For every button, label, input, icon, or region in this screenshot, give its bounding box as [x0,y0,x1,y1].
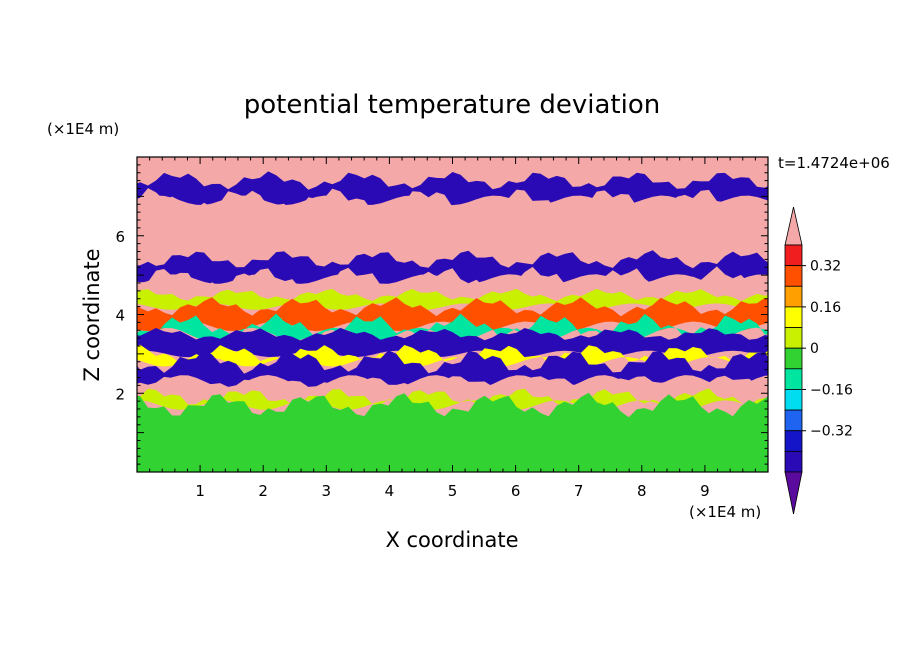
x-units-label: (×1E4 m) [689,503,761,521]
contour-band [137,266,768,302]
contour-band [137,188,768,231]
colorbar-segment [784,368,803,390]
colorbar-segment [784,327,803,349]
x-tick-label: 9 [700,482,710,500]
colorbar-tick-label: 0.32 [810,259,841,275]
colorbar-tick-label: −0.32 [810,424,853,440]
colorbar-segment [784,306,803,328]
colorbar-max-arrow [784,206,803,246]
contour-band [137,297,768,332]
colorbar-segment [784,265,803,287]
y-tick-label: 2 [115,385,125,403]
x-axis: 1 2 3 4 5 6 7 8 9 [136,157,769,500]
contour-band [137,392,768,472]
contour-band [137,327,768,358]
colorbar-tick-label: 0 [810,341,819,357]
colorbar-segment [784,285,803,308]
colorbar: 0.32 0.16 0 −0.16 −0.32 [784,206,853,515]
x-tick-label: 1 [195,482,205,500]
colorbar-min-arrow [784,471,803,515]
y-axis-label: Z coordinate [80,248,104,381]
chart-title: potential temperature deviation [244,90,660,120]
x-axis-label: X coordinate [385,528,518,552]
y-tick-label: 4 [115,307,125,325]
x-tick-label: 2 [258,482,268,500]
colorbar-segment [784,244,803,267]
y-tick-label: 6 [115,228,125,246]
colorbar-segment [784,347,803,370]
colorbar-tick-label: 0.16 [810,300,841,316]
contour-band [137,288,768,310]
x-tick-label: 7 [574,482,584,500]
colorbar-segment [784,430,803,452]
x-tick-label: 8 [637,482,647,500]
colorbar-segment [784,450,803,473]
y-units-label: (×1E4 m) [47,120,119,138]
colorbar-segment [784,409,803,432]
contour-plot-area [137,157,768,472]
x-tick-label: 6 [511,482,521,500]
contour-band [137,349,768,388]
colorbar-tick-label: −0.16 [810,382,853,398]
contour-band [137,218,768,263]
colorbar-segment [784,389,803,411]
y-axis: 2 4 6 [115,164,768,473]
contour-band [137,157,768,184]
time-label: t=1.4724e+06 [778,154,890,172]
x-tick-label: 4 [385,482,395,500]
x-tick-label: 3 [322,482,332,500]
x-tick-label: 5 [448,482,458,500]
